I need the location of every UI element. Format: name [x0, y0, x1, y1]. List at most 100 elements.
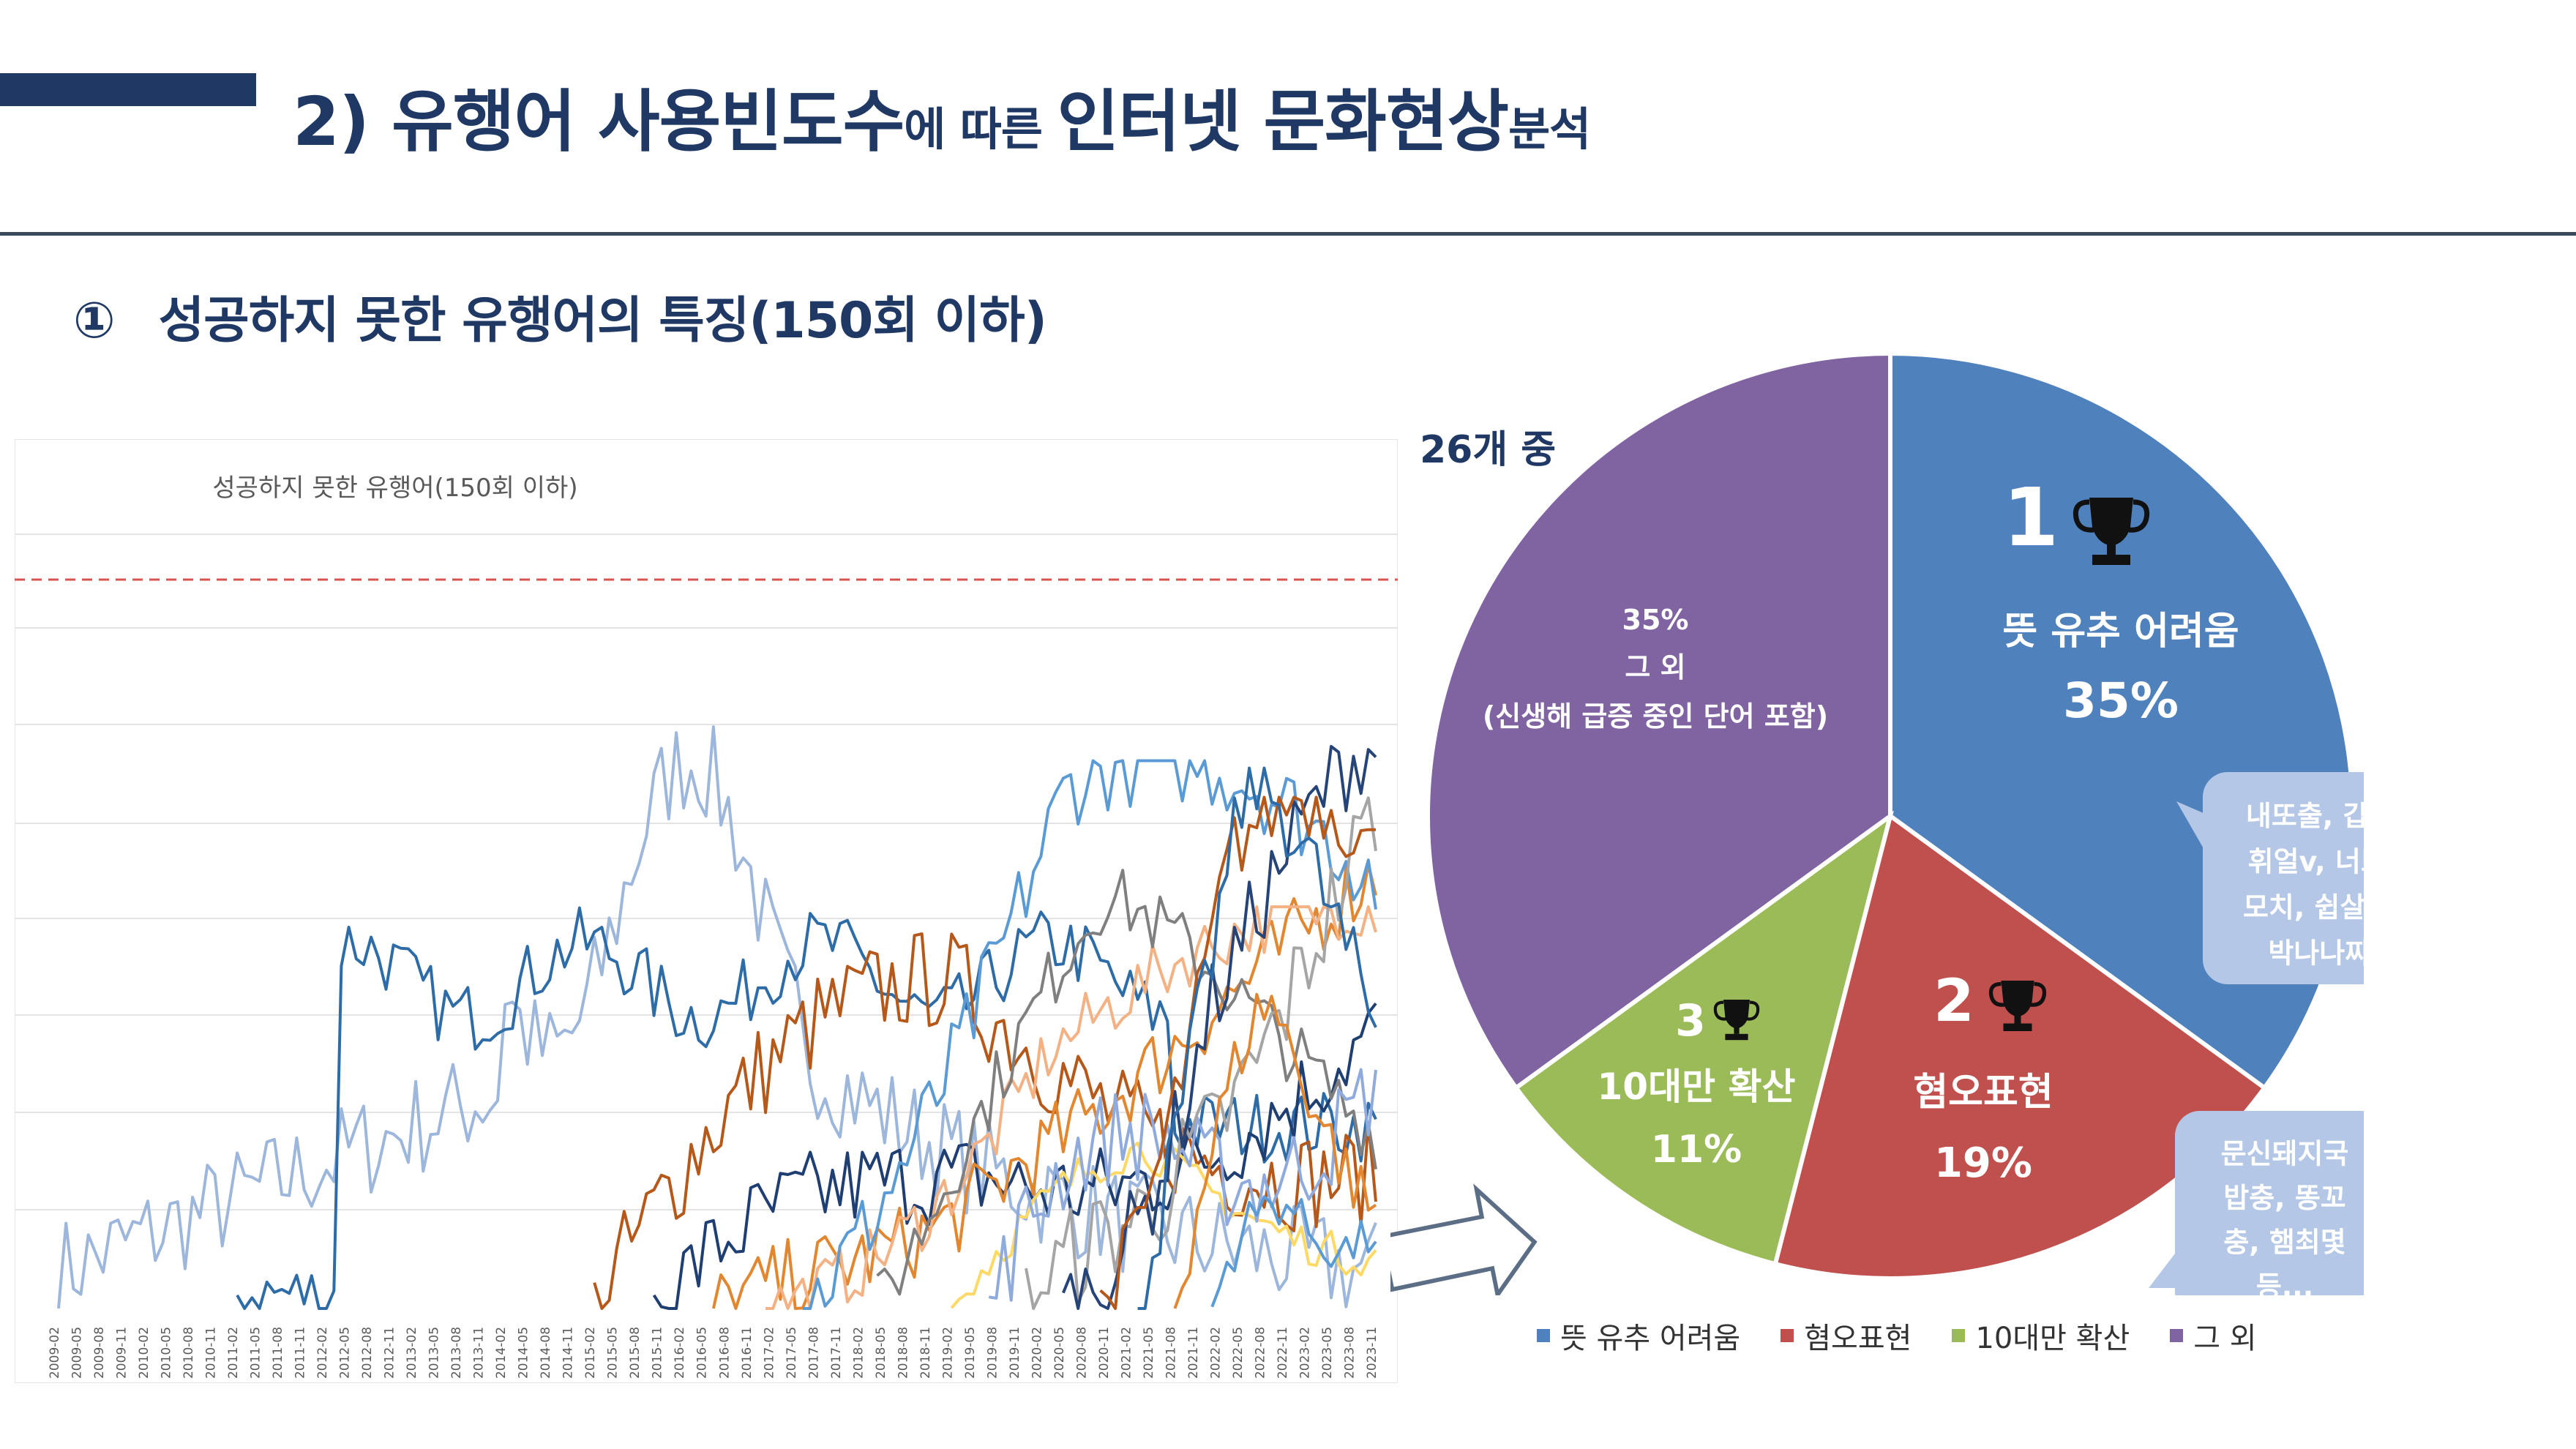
pie-chart: 1 뜻 유추 어려움 35% 내또출, 갑통알, h 휘얼v, 너또다, 당모치, 쉽살… [1390, 351, 2364, 1295]
legend-label: 혐오표현 [1804, 1322, 1912, 1355]
x-tick-label: 2022-02 [1208, 1327, 1223, 1379]
legend-item: 10대만 확산 [1952, 1314, 2130, 1357]
pie-legend: 뜻 유추 어려움 혐오표현 10대만 확산 그 외 [1537, 1314, 2257, 1357]
x-tick-label: 2020-11 [1097, 1327, 1112, 1379]
legend-swatch [2170, 1329, 2184, 1342]
line-series [1099, 795, 1376, 1310]
bubble-text: 문신돼지국 [2221, 1138, 2349, 1170]
x-tick-label: 2016-08 [717, 1327, 732, 1379]
slice-pct-3: 11% [1651, 1128, 1742, 1172]
x-tick-label: 2020-05 [1052, 1327, 1067, 1379]
bubble-text: 밥충, 똥꼬 [2223, 1182, 2346, 1214]
x-tick-label: 2021-05 [1142, 1327, 1156, 1379]
pie-slice [1426, 351, 1892, 1091]
trophy-icon [2073, 498, 2150, 565]
bubble-text: 충, 햄최몇 [2223, 1227, 2346, 1259]
bubble-text: 내또출, 갑통알, h [2246, 800, 2364, 832]
x-tick-label: 2020-02 [1030, 1327, 1044, 1379]
x-tick-label: 2015-11 [651, 1327, 665, 1379]
x-tick-label: 2015-02 [583, 1327, 598, 1379]
legend-item: 그 외 [2170, 1314, 2257, 1357]
x-tick-label: 2021-08 [1164, 1327, 1178, 1379]
legend-item: 뜻 유추 어려움 [1537, 1314, 1740, 1357]
x-tick-label: 2010-02 [137, 1327, 151, 1379]
pie-slice [1513, 810, 1894, 1267]
slice-label-3: 10대만 확산 [1598, 1066, 1796, 1108]
x-tick-label: 2011-05 [249, 1327, 263, 1379]
x-tick-label: 2012-08 [360, 1327, 375, 1379]
x-tick-label: 2022-11 [1276, 1327, 1290, 1379]
page-title: 2) 유행어 사용빈도수에 따른 인터넷 문화현상분석 [293, 83, 1591, 161]
bubble-text: 등... [2256, 1270, 2313, 1295]
slice-label-4: 그 외 [1625, 651, 1685, 684]
x-tick-label: 2011-08 [271, 1327, 285, 1379]
x-tick-label: 2010-08 [181, 1327, 196, 1379]
x-tick-label: 2009-11 [115, 1327, 130, 1379]
x-tick-label: 2014-05 [517, 1327, 531, 1379]
x-tick-label: 2017-05 [785, 1327, 799, 1379]
x-tick-label: 2023-11 [1365, 1327, 1379, 1379]
x-tick-label: 2012-11 [383, 1327, 397, 1379]
line-chart: 성공하지 못한 유행어(150회 이하) 2009-02 2009-05 2009-… [15, 439, 1398, 1383]
x-tick-label: 2016-02 [673, 1327, 687, 1379]
slice-pct-1: 35% [2063, 673, 2179, 729]
trophy-icon [1988, 981, 2047, 1031]
examples-bubble-1: 내또출, 갑통알, h 휘얼v, 너또다, 당모치, 쉽살재빙, 박박나나짜짜 .… [2176, 772, 2364, 984]
section-title: ① 성공하지 못한 유행어의 특징(150회 이하) [73, 280, 1047, 352]
x-tick-label: 2010-11 [204, 1327, 219, 1379]
legend-item: 혐오표현 [1781, 1314, 1912, 1357]
x-tick-label: 2018-02 [851, 1327, 866, 1379]
x-tick-label: 2011-02 [226, 1327, 241, 1379]
line-series [593, 932, 1377, 1310]
x-tick-label: 2022-05 [1231, 1327, 1246, 1379]
x-tick-label: 2014-08 [539, 1327, 553, 1379]
x-tick-label: 2017-11 [829, 1327, 844, 1379]
x-tick-label: 2017-02 [762, 1327, 776, 1379]
x-tick-label: 2018-08 [896, 1327, 910, 1379]
legend-swatch [1952, 1329, 1966, 1342]
x-tick-label: 2009-02 [48, 1327, 62, 1379]
line-series [1137, 766, 1377, 1310]
legend-label: 10대만 확산 [1975, 1322, 2130, 1355]
x-tick-label: 2013-08 [449, 1327, 464, 1379]
x-tick-label: 2014-02 [494, 1327, 509, 1379]
legend-label: 그 외 [2193, 1322, 2257, 1355]
bubble-text: 모치, 쉽살재빙, 박 [2243, 891, 2364, 924]
line-chart-title: 성공하지 못한 유행어(150회 이하) [212, 473, 577, 503]
line-series [1173, 992, 1377, 1309]
x-tick-label: 2023-05 [1320, 1327, 1335, 1379]
x-tick-label: 2016-05 [695, 1327, 710, 1379]
x-tick-label: 2018-11 [918, 1327, 933, 1379]
slice-pct-4: 35% [1622, 604, 1689, 636]
x-tick-label: 2019-11 [1008, 1327, 1022, 1379]
slice-pct-2: 19% [1934, 1139, 2032, 1187]
legend-swatch [1781, 1329, 1794, 1342]
rank-number-1: 1 [2003, 471, 2059, 564]
bubble-text: 박나나짜짜 ... [2268, 937, 2364, 970]
x-tick-label: 2015-05 [606, 1327, 621, 1379]
x-tick-label: 2021-11 [1186, 1327, 1201, 1379]
line-series [1062, 745, 1377, 1310]
line-series [765, 905, 1377, 1310]
x-tick-label: 2016-11 [740, 1327, 755, 1379]
line-series [652, 1002, 1377, 1310]
line-series [876, 869, 1377, 1296]
bubble-text: 휘얼v, 너또다, 당 [2248, 846, 2364, 878]
trophy-icon [1713, 1000, 1760, 1041]
line-series [950, 1142, 1377, 1309]
line-series [1025, 796, 1377, 1310]
x-tick-label: 2015-08 [628, 1327, 643, 1379]
x-tick-label: 2009-08 [92, 1327, 107, 1379]
x-tick-label: 2018-05 [874, 1327, 888, 1379]
header-accent-bar [0, 73, 256, 106]
x-tick-label: 2023-08 [1342, 1327, 1357, 1379]
x-tick-label: 2013-02 [405, 1327, 419, 1379]
x-tick-label: 2012-02 [315, 1327, 330, 1379]
line-series [57, 725, 1377, 1309]
rank-number-2: 2 [1933, 967, 1974, 1035]
x-tick-label: 2017-08 [806, 1327, 821, 1379]
header-divider [0, 232, 2576, 236]
slice-label-1: 뜻 유추 어려움 [2002, 610, 2239, 654]
x-tick-label: 2010-05 [160, 1327, 174, 1379]
